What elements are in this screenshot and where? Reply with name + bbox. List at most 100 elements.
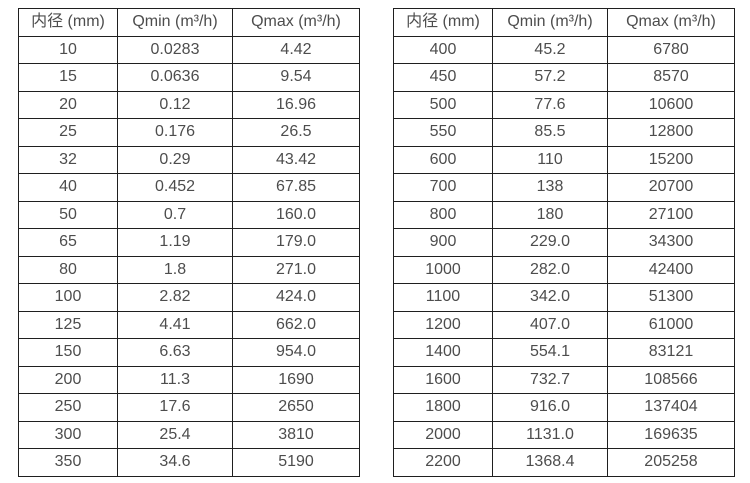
column-header: Qmax (m³/h) <box>607 8 735 37</box>
table-row: 600 110 15200 <box>393 145 735 174</box>
table-cell: 9.54 <box>232 63 360 92</box>
table-cell: 662.0 <box>232 310 360 339</box>
table-row: 800 180 27100 <box>393 200 735 229</box>
table-cell: 342.0 <box>492 283 608 312</box>
table-row: 10 0.0283 4.42 <box>18 35 360 64</box>
table-cell: 1400 <box>393 338 493 367</box>
table-cell: 43.42 <box>232 145 360 174</box>
table-cell: 15 <box>18 63 118 92</box>
table-cell: 45.2 <box>492 35 608 64</box>
table-cell: 732.7 <box>492 365 608 394</box>
table-row: 80 1.8 271.0 <box>18 255 360 284</box>
table-cell: 10 <box>18 35 118 64</box>
table-cell: 83121 <box>607 338 735 367</box>
table-cell: 500 <box>393 90 493 119</box>
table-cell: 50 <box>18 200 118 229</box>
table-cell: 800 <box>393 200 493 229</box>
header-row: 内径 (mm) Qmin (m³/h) Qmax (m³/h) <box>18 8 360 37</box>
table-cell: 4.41 <box>117 310 233 339</box>
table-cell: 3810 <box>232 420 360 449</box>
table-cell: 1690 <box>232 365 360 394</box>
table-cell: 12800 <box>607 118 735 147</box>
table-row: 2200 1368.4 205258 <box>393 448 735 477</box>
table-row: 1200 407.0 61000 <box>393 310 735 339</box>
table-row: 250 17.6 2650 <box>18 393 360 422</box>
table-cell: 400 <box>393 35 493 64</box>
table-row: 550 85.5 12800 <box>393 118 735 147</box>
table-row: 20 0.12 16.96 <box>18 90 360 119</box>
table-cell: 6.63 <box>117 338 233 367</box>
table-cell: 25.4 <box>117 420 233 449</box>
table-cell: 600 <box>393 145 493 174</box>
table-cell: 0.452 <box>117 173 233 202</box>
table-row: 150 6.63 954.0 <box>18 338 360 367</box>
table-cell: 20700 <box>607 173 735 202</box>
table-row: 40 0.452 67.85 <box>18 173 360 202</box>
table-cell: 125 <box>18 310 118 339</box>
table-row: 1600 732.7 108566 <box>393 365 735 394</box>
table-cell: 4.42 <box>232 35 360 64</box>
table-cell: 550 <box>393 118 493 147</box>
flow-table-large-diameters: 内径 (mm) Qmin (m³/h) Qmax (m³/h) 400 45.2 678… <box>393 8 735 477</box>
table-cell: 954.0 <box>232 338 360 367</box>
header-row: 内径 (mm) Qmin (m³/h) Qmax (m³/h) <box>393 8 735 37</box>
table-cell: 0.0283 <box>117 35 233 64</box>
table-cell: 51300 <box>607 283 735 312</box>
table-row: 1100 342.0 51300 <box>393 283 735 312</box>
table-cell: 17.6 <box>117 393 233 422</box>
table-cell: 16.96 <box>232 90 360 119</box>
table-cell: 0.7 <box>117 200 233 229</box>
table-row: 15 0.0636 9.54 <box>18 63 360 92</box>
table-cell: 160.0 <box>232 200 360 229</box>
table-cell: 0.176 <box>117 118 233 147</box>
table-cell: 2.82 <box>117 283 233 312</box>
table-cell: 0.0636 <box>117 63 233 92</box>
table-row: 300 25.4 3810 <box>18 420 360 449</box>
table-row: 125 4.41 662.0 <box>18 310 360 339</box>
table-cell: 42400 <box>607 255 735 284</box>
table-cell: 205258 <box>607 448 735 477</box>
column-header: Qmax (m³/h) <box>232 8 360 37</box>
column-header: Qmin (m³/h) <box>492 8 608 37</box>
table-cell: 8570 <box>607 63 735 92</box>
table-cell: 26.5 <box>232 118 360 147</box>
table-cell: 916.0 <box>492 393 608 422</box>
flow-table-small-diameters: 内径 (mm) Qmin (m³/h) Qmax (m³/h) 10 0.0283 4.… <box>18 8 360 477</box>
column-header: Qmin (m³/h) <box>117 8 233 37</box>
table-cell: 407.0 <box>492 310 608 339</box>
table-cell: 11.3 <box>117 365 233 394</box>
table-cell: 5190 <box>232 448 360 477</box>
table-cell: 150 <box>18 338 118 367</box>
table-cell: 271.0 <box>232 255 360 284</box>
table-row: 50 0.7 160.0 <box>18 200 360 229</box>
table-cell: 6780 <box>607 35 735 64</box>
table-cell: 138 <box>492 173 608 202</box>
table-cell: 34.6 <box>117 448 233 477</box>
table-cell: 229.0 <box>492 228 608 257</box>
table-cell: 0.12 <box>117 90 233 119</box>
table-cell: 34300 <box>607 228 735 257</box>
table-cell: 67.85 <box>232 173 360 202</box>
table-cell: 10600 <box>607 90 735 119</box>
table-row: 100 2.82 424.0 <box>18 283 360 312</box>
table-row: 900 229.0 34300 <box>393 228 735 257</box>
table-cell: 137404 <box>607 393 735 422</box>
table-cell: 108566 <box>607 365 735 394</box>
table-row: 350 34.6 5190 <box>18 448 360 477</box>
table-cell: 1100 <box>393 283 493 312</box>
table-row: 32 0.29 43.42 <box>18 145 360 174</box>
table-cell: 169635 <box>607 420 735 449</box>
table-row: 1400 554.1 83121 <box>393 338 735 367</box>
table-cell: 57.2 <box>492 63 608 92</box>
table-row: 400 45.2 6780 <box>393 35 735 64</box>
table-cell: 61000 <box>607 310 735 339</box>
table-cell: 2200 <box>393 448 493 477</box>
table-row: 500 77.6 10600 <box>393 90 735 119</box>
table-cell: 554.1 <box>492 338 608 367</box>
table-cell: 2650 <box>232 393 360 422</box>
table-cell: 180 <box>492 200 608 229</box>
table-cell: 700 <box>393 173 493 202</box>
table-row: 1800 916.0 137404 <box>393 393 735 422</box>
table-row: 1000 282.0 42400 <box>393 255 735 284</box>
